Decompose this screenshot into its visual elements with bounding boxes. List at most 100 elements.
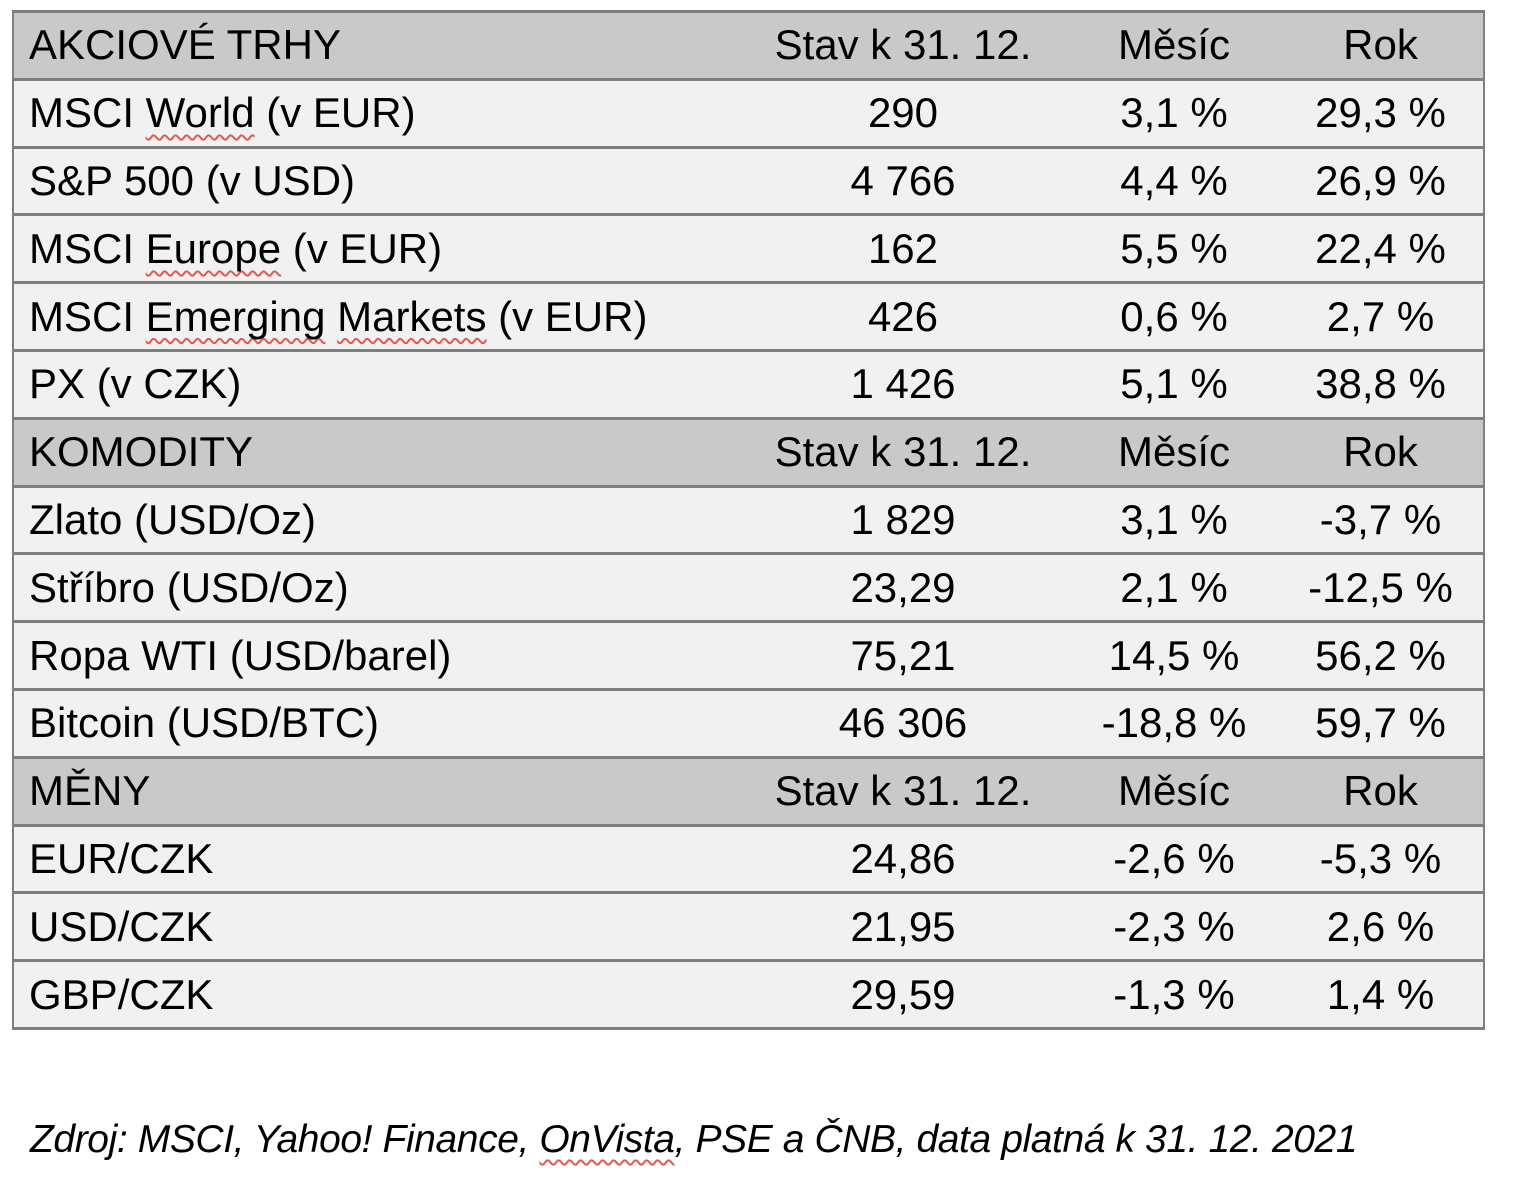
instrument-label: GBP/CZK	[13, 959, 736, 1030]
year-change-cell: -12,5 %	[1278, 552, 1484, 624]
year-change-cell: 22,4 %	[1278, 213, 1484, 285]
section-header-row: MĚNY Stav k 31. 12. Měsíc Rok	[13, 755, 1484, 827]
text-segment: (v EUR)	[281, 224, 443, 272]
text-segment: Bitcoin (USD/BTC)	[29, 699, 380, 747]
month-change-cell: -18,8 %	[1070, 687, 1278, 759]
column-header: Rok	[1278, 10, 1484, 81]
column-header: Stav k 31. 12.	[736, 416, 1070, 488]
month-change-cell: 3,1 %	[1070, 77, 1278, 149]
column-header: Stav k 31. 12.	[736, 10, 1070, 81]
value-cell: 4 766	[736, 145, 1070, 217]
misspelled-word: Markets	[337, 292, 487, 340]
value-cell: 290	[736, 77, 1070, 149]
month-change-cell: 5,5 %	[1070, 213, 1278, 285]
value-cell: 75,21	[736, 620, 1070, 691]
year-change-cell: 29,3 %	[1278, 77, 1484, 149]
source-note: Zdroj: MSCI, Yahoo! Finance, OnVista, PS…	[30, 1118, 1514, 1162]
section-title: AKCIOVÉ TRHY	[13, 10, 736, 81]
year-change-cell: 59,7 %	[1278, 687, 1484, 759]
table-row: Bitcoin (USD/BTC) 46 306 -18,8 % 59,7 %	[13, 687, 1484, 759]
section-title: MĚNY	[13, 755, 736, 827]
text-segment: Ropa WTI (USD/barel)	[29, 631, 452, 679]
column-header: Stav k 31. 12.	[736, 755, 1070, 827]
instrument-label: MSCI World (v EUR)	[13, 77, 736, 149]
instrument-label: MSCI Emerging Markets (v EUR)	[13, 281, 736, 352]
misspelled-word: World	[145, 89, 255, 137]
table-row: Stříbro (USD/Oz) 23,29 2,1 % -12,5 %	[13, 552, 1484, 624]
text-segment: MSCI	[29, 292, 146, 340]
value-cell: 46 306	[736, 687, 1070, 759]
text-segment: PX (v CZK)	[29, 360, 242, 408]
value-cell: 1 829	[736, 484, 1070, 556]
text-segment: (v EUR)	[254, 89, 416, 137]
month-change-cell: 4,4 %	[1070, 145, 1278, 217]
text-segment: USD/CZK	[29, 902, 214, 950]
table-row: PX (v CZK) 1 426 5,1 % 38,8 %	[13, 348, 1484, 420]
text-segment: , PSE a ČNB, data platná k 31. 12. 2021	[674, 1118, 1358, 1161]
month-change-cell: -2,3 %	[1070, 891, 1278, 963]
text-segment: MSCI	[29, 89, 146, 137]
text-segment: Stříbro (USD/Oz)	[29, 563, 349, 611]
year-change-cell: -3,7 %	[1278, 484, 1484, 556]
text-segment: Zdroj: MSCI, Yahoo! Finance,	[30, 1118, 540, 1161]
text-segment: (v EUR)	[486, 292, 648, 340]
section-header-row: KOMODITY Stav k 31. 12. Měsíc Rok	[13, 416, 1484, 488]
section-header-row: AKCIOVÉ TRHY Stav k 31. 12. Měsíc Rok	[13, 10, 1484, 81]
text-segment: GBP/CZK	[29, 970, 214, 1018]
value-cell: 29,59	[736, 959, 1070, 1030]
column-header: Rok	[1278, 755, 1484, 827]
financial-markets-table: AKCIOVÉ TRHY Stav k 31. 12. Měsíc Rok MSCI W…	[12, 10, 1485, 1030]
month-change-cell: 0,6 %	[1070, 281, 1278, 352]
instrument-label: MSCI Europe (v EUR)	[13, 213, 736, 285]
year-change-cell: -5,3 %	[1278, 823, 1484, 895]
instrument-label: USD/CZK	[13, 891, 736, 963]
section-title: KOMODITY	[13, 416, 736, 488]
value-cell: 23,29	[736, 552, 1070, 624]
year-change-cell: 26,9 %	[1278, 145, 1484, 217]
month-change-cell: -2,6 %	[1070, 823, 1278, 895]
table-row: USD/CZK 21,95 -2,3 % 2,6 %	[13, 891, 1484, 963]
column-header: Měsíc	[1070, 416, 1278, 488]
year-change-cell: 38,8 %	[1278, 348, 1484, 420]
value-cell: 24,86	[736, 823, 1070, 895]
value-cell: 1 426	[736, 348, 1070, 420]
misspelled-word: Emerging	[145, 292, 326, 340]
month-change-cell: -1,3 %	[1070, 959, 1278, 1030]
year-change-cell: 2,7 %	[1278, 281, 1484, 352]
text-segment: S&P 500 (v USD)	[29, 156, 356, 204]
column-header: Měsíc	[1070, 10, 1278, 81]
instrument-label: EUR/CZK	[13, 823, 736, 895]
table-row: EUR/CZK 24,86 -2,6 % -5,3 %	[13, 823, 1484, 895]
table-row: MSCI Emerging Markets (v EUR) 426 0,6 % 2,7…	[13, 281, 1484, 352]
instrument-label: Zlato (USD/Oz)	[13, 484, 736, 556]
text-segment: Zlato (USD/Oz)	[29, 495, 317, 543]
year-change-cell: 1,4 %	[1278, 959, 1484, 1030]
month-change-cell: 14,5 %	[1070, 620, 1278, 691]
table-row: MSCI World (v EUR) 290 3,1 % 29,3 %	[13, 77, 1484, 149]
value-cell: 426	[736, 281, 1070, 352]
table-row: Zlato (USD/Oz) 1 829 3,1 % -3,7 %	[13, 484, 1484, 556]
table-row: MSCI Europe (v EUR) 162 5,5 % 22,4 %	[13, 213, 1484, 285]
month-change-cell: 2,1 %	[1070, 552, 1278, 624]
month-change-cell: 3,1 %	[1070, 484, 1278, 556]
year-change-cell: 2,6 %	[1278, 891, 1484, 963]
instrument-label: Stříbro (USD/Oz)	[13, 552, 736, 624]
table-row: S&P 500 (v USD) 4 766 4,4 % 26,9 %	[13, 145, 1484, 217]
year-change-cell: 56,2 %	[1278, 620, 1484, 691]
misspelled-word: OnVista	[539, 1118, 675, 1161]
value-cell: 162	[736, 213, 1070, 285]
text-segment: MSCI	[29, 224, 146, 272]
misspelled-word: Europe	[145, 224, 282, 272]
column-header: Rok	[1278, 416, 1484, 488]
text-segment	[325, 293, 337, 340]
month-change-cell: 5,1 %	[1070, 348, 1278, 420]
instrument-label: S&P 500 (v USD)	[13, 145, 736, 217]
text-segment: EUR/CZK	[29, 834, 214, 882]
value-cell: 21,95	[736, 891, 1070, 963]
instrument-label: Ropa WTI (USD/barel)	[13, 620, 736, 691]
instrument-label: PX (v CZK)	[13, 348, 736, 420]
column-header: Měsíc	[1070, 755, 1278, 827]
table-row: Ropa WTI (USD/barel) 75,21 14,5 % 56,2 %	[13, 620, 1484, 691]
table-row: GBP/CZK 29,59 -1,3 % 1,4 %	[13, 959, 1484, 1030]
